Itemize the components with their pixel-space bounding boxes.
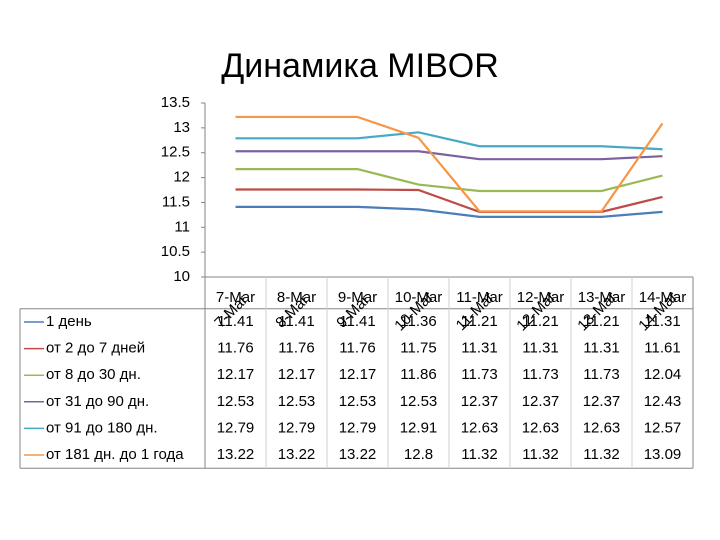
table-cell: 12.8 (404, 446, 433, 463)
table-cell: 12.43 (644, 393, 682, 410)
table-cell: 12.53 (278, 393, 316, 410)
series-line (235, 131, 663, 151)
table-cell: 11.73 (461, 366, 497, 383)
table-cell: 12.63 (583, 419, 621, 436)
table-cell: 13.09 (644, 446, 682, 463)
table-cell: 12.91 (400, 419, 438, 436)
chart-title: Динамика MIBOR (221, 47, 499, 85)
table-cell: 12.63 (461, 419, 499, 436)
table-cell: 12.17 (278, 366, 316, 383)
y-tick-label: 11 (174, 218, 190, 235)
y-tick-label: 13 (173, 119, 190, 136)
table-header: 11-Mar (456, 289, 502, 306)
table-cell: 11.21 (583, 313, 619, 330)
table-header: 7-Mar (216, 289, 255, 306)
table-cell: 11.75 (400, 340, 436, 357)
table-cell: 11.41 (217, 313, 253, 330)
series-line (235, 150, 663, 161)
table-cell: 12.17 (217, 366, 255, 383)
legend-label: от 8 до 30 дн. (46, 366, 141, 383)
table-cell: 11.32 (461, 446, 497, 463)
table-header: 9-Mar (338, 289, 377, 306)
table-cell: 12.57 (644, 419, 682, 436)
table-cell: 11.32 (522, 446, 558, 463)
table-cell: 11.36 (400, 313, 436, 330)
table-cell: 11.61 (644, 340, 680, 357)
table-cell: 11.76 (339, 340, 375, 357)
legend-label: от 31 до 90 дн. (46, 393, 149, 410)
table-cell: 11.41 (339, 313, 375, 330)
y-tick-label: 13.5 (161, 94, 190, 111)
table-cell: 11.73 (522, 366, 558, 383)
table-cell: 12.53 (400, 393, 438, 410)
table-cell: 11.31 (644, 313, 680, 330)
table-cell: 12.37 (461, 393, 499, 410)
y-tick-label: 12.5 (161, 144, 190, 161)
table-cell: 12.79 (278, 419, 316, 436)
table-cell: 13.22 (217, 446, 255, 463)
table-cell: 12.17 (339, 366, 377, 383)
series-line (235, 188, 663, 213)
table-cell: 12.53 (339, 393, 377, 410)
table-cell: 11.76 (278, 340, 314, 357)
table-cell: 11.21 (522, 313, 558, 330)
table-cell: 12.79 (217, 419, 255, 436)
y-tick-label: 11.5 (162, 193, 190, 210)
legend-label: от 91 до 180 дн. (46, 419, 158, 436)
table-cell: 11.31 (522, 340, 558, 357)
y-tick-label: 10 (173, 268, 190, 285)
table-cell: 11.31 (583, 340, 619, 357)
table-cell: 13.22 (339, 446, 377, 463)
table-cell: 12.37 (583, 393, 621, 410)
series-line (235, 205, 663, 218)
table-header: 14-Mar (639, 289, 687, 306)
series-line (235, 168, 663, 193)
table-cell: 12.63 (522, 419, 560, 436)
table-header: 12-Mar (517, 289, 565, 306)
table-cell: 13.22 (278, 446, 316, 463)
table-cell: 12.04 (644, 366, 682, 383)
table-header: 13-Mar (578, 289, 626, 306)
table-cell: 11.86 (400, 366, 436, 383)
legend-label: от 181 дн. до 1 года (46, 446, 184, 463)
table-cell: 11.32 (583, 446, 619, 463)
table-cell: 12.53 (217, 393, 255, 410)
legend-label: от 2 до 7 дней (46, 340, 145, 357)
y-tick-label: 12 (173, 169, 190, 186)
table-header: 8-Mar (277, 289, 316, 306)
table-cell: 11.41 (278, 313, 314, 330)
table-header: 10-Mar (395, 289, 443, 306)
table-cell: 12.37 (522, 393, 560, 410)
table-cell: 11.73 (583, 366, 619, 383)
series-line (235, 115, 664, 213)
table-cell: 11.31 (461, 340, 497, 357)
y-tick-label: 10.5 (161, 243, 190, 260)
table-cell: 11.76 (217, 340, 253, 357)
table-cell: 11.21 (461, 313, 497, 330)
table-cell: 12.79 (339, 419, 377, 436)
legend-label: 1 день (46, 313, 92, 330)
